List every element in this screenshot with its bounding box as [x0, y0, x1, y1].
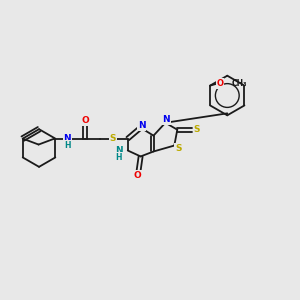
Text: O: O — [81, 116, 89, 125]
Text: S: S — [175, 144, 181, 153]
Text: S: S — [194, 125, 200, 134]
Text: CH₃: CH₃ — [232, 79, 248, 88]
Text: O: O — [217, 79, 224, 88]
Text: N: N — [64, 134, 71, 143]
Text: H: H — [64, 141, 70, 150]
Text: O: O — [134, 171, 142, 180]
Text: N: N — [163, 115, 170, 124]
Text: H: H — [116, 153, 122, 162]
Text: N: N — [138, 121, 146, 130]
Text: S: S — [110, 134, 116, 143]
Text: N: N — [115, 146, 123, 155]
